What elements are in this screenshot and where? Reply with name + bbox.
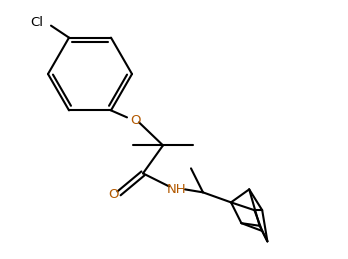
Text: NH: NH [167,183,187,196]
Text: O: O [108,188,118,201]
Text: O: O [130,114,140,127]
Text: Cl: Cl [31,16,44,29]
